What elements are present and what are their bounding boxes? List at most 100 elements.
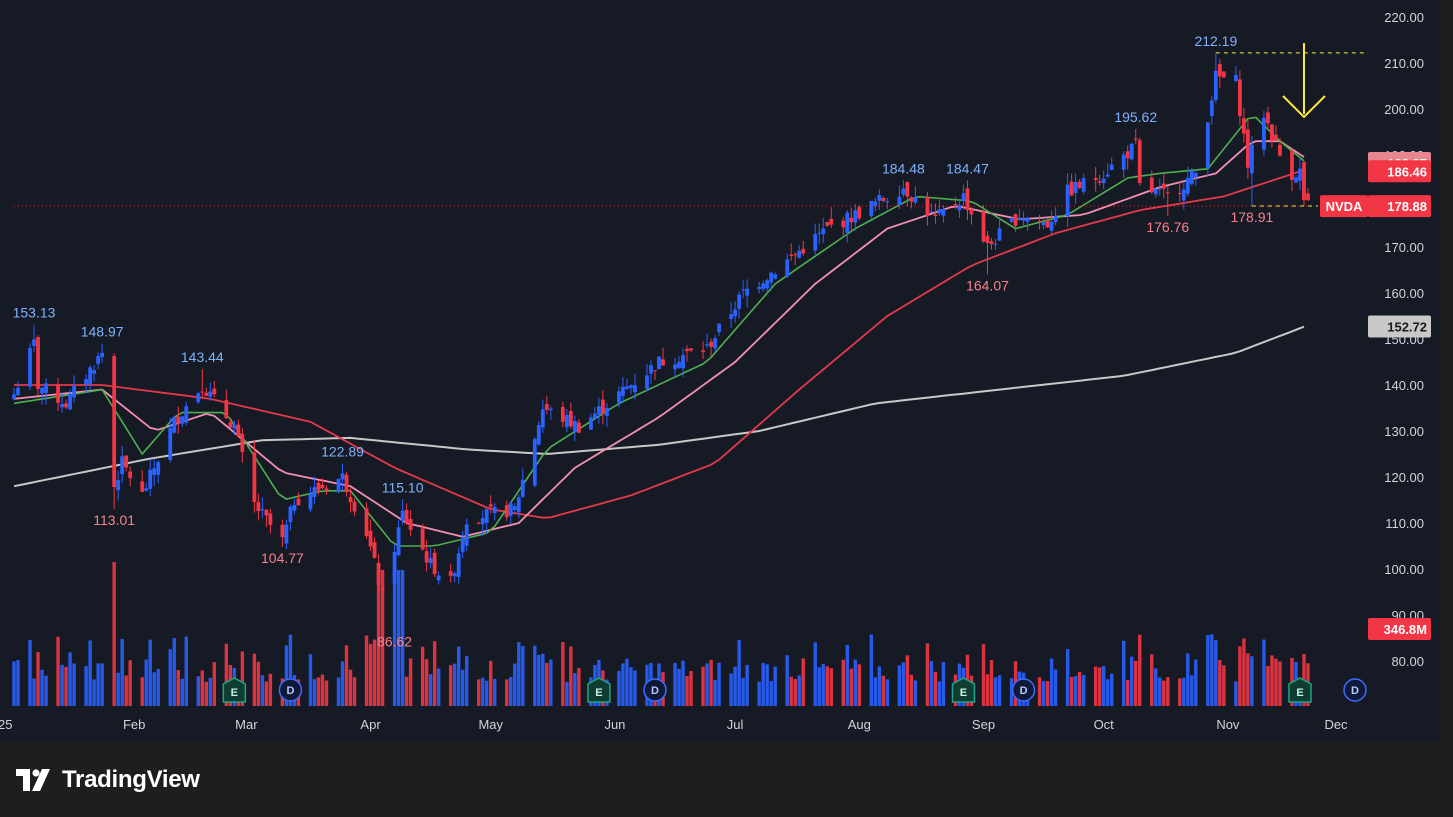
candle-body <box>965 188 970 211</box>
volume-bar <box>168 649 172 706</box>
candle-body <box>705 344 709 346</box>
candle-body <box>64 403 68 408</box>
earnings-icon-letter: E <box>960 687 967 699</box>
x-axis-label: Jun <box>604 717 625 732</box>
candle-body <box>404 509 409 524</box>
volume-bar <box>825 666 829 706</box>
volume-bar <box>12 661 16 706</box>
volume-bar <box>224 643 229 706</box>
candle-body <box>260 509 265 511</box>
candle-body <box>745 288 750 296</box>
candle-body <box>84 379 89 385</box>
earnings-icon[interactable] <box>951 677 976 703</box>
candle-body <box>172 416 177 433</box>
volume-bar <box>873 677 878 706</box>
candle-body <box>504 505 509 518</box>
dividend-icon[interactable] <box>278 678 303 702</box>
candle-body <box>993 243 998 245</box>
volume-bar <box>1194 659 1198 706</box>
candle-body <box>881 197 886 201</box>
volume-bar <box>485 680 489 706</box>
volume-bar <box>352 677 357 706</box>
volume-bar <box>717 662 721 706</box>
volume-bar <box>681 660 685 706</box>
price-chart[interactable]: 153.13 148.97 143.44 113.01 122.89 104.77 115.… <box>0 0 1441 742</box>
candle-body <box>364 508 369 537</box>
candle-body <box>120 456 125 475</box>
candle-body <box>1109 164 1114 170</box>
earnings-icon[interactable] <box>222 677 247 703</box>
candle-body <box>1209 100 1214 116</box>
candle-body <box>1290 151 1294 180</box>
candle-body <box>1137 140 1142 183</box>
earnings-icon[interactable] <box>587 677 611 703</box>
volume-bar <box>1250 656 1254 706</box>
dividend-icon-letter: D <box>1351 685 1359 697</box>
candle-body <box>1246 129 1250 168</box>
candle-body <box>845 212 850 233</box>
volume-bar <box>813 642 817 706</box>
candle-body <box>829 218 834 225</box>
candle-body <box>348 497 353 503</box>
candle-body <box>520 479 525 497</box>
volume-bar <box>981 644 986 706</box>
dividend-icon[interactable] <box>643 678 667 702</box>
candle-body <box>1233 74 1238 81</box>
volume-bar <box>200 670 204 706</box>
x-axis-label: Sep <box>972 717 995 732</box>
candle-body <box>280 524 285 538</box>
candle-body <box>152 468 157 475</box>
candle-body <box>649 365 653 374</box>
candle-body <box>12 394 16 399</box>
volume-bar <box>64 666 68 706</box>
volume-bar <box>1186 653 1190 706</box>
volume-bar <box>1105 679 1110 706</box>
volume-bar <box>1037 677 1042 706</box>
volume-bar <box>40 669 44 706</box>
volume-bar <box>44 675 48 706</box>
dividend-icon[interactable] <box>1343 678 1367 702</box>
volume-bar <box>1101 666 1106 706</box>
candle-body <box>689 348 693 351</box>
candle-body <box>625 386 629 389</box>
candle-body <box>985 235 990 243</box>
volume-bar <box>709 659 713 706</box>
candle-body <box>933 214 938 216</box>
volume-bar <box>172 638 176 706</box>
dividend-icon-letter: D <box>286 685 294 697</box>
candle-body <box>200 391 205 393</box>
candle-body <box>324 488 329 490</box>
candle-body <box>1161 183 1166 189</box>
volume-bar <box>1073 676 1078 706</box>
candle-body <box>1013 213 1018 226</box>
volume-bar <box>577 668 581 706</box>
volume-bar <box>477 679 481 706</box>
volume-bar <box>336 677 341 706</box>
candle-body <box>925 197 930 216</box>
candle-body <box>1250 144 1254 174</box>
high-label: 115.10 <box>382 480 424 496</box>
candle-body <box>368 530 373 547</box>
volume-bar <box>941 662 946 706</box>
candle-body <box>981 211 986 242</box>
earnings-icon[interactable] <box>1288 677 1312 703</box>
volume-bar <box>180 678 184 706</box>
candle-body <box>1077 181 1082 188</box>
candle-body <box>1221 71 1226 78</box>
chart-area[interactable]: 153.13 148.97 143.44 113.01 122.89 104.77 115.… <box>0 0 1441 742</box>
candle-body <box>292 504 297 511</box>
y-axis-tick: 120.00 <box>1384 470 1424 485</box>
volume-bar <box>1262 639 1266 706</box>
volume-bar <box>1097 667 1102 706</box>
dividend-icon[interactable] <box>1011 678 1036 702</box>
candle-body <box>789 254 794 257</box>
candle-body <box>512 506 517 511</box>
symbol-tag <box>1320 195 1368 218</box>
sma50-line <box>14 169 1305 519</box>
candle-body <box>308 494 313 510</box>
volume-bar <box>396 570 401 706</box>
tradingview-brand[interactable]: TradingView <box>16 764 200 796</box>
candle-body <box>1237 79 1242 117</box>
volume-bar <box>909 674 914 706</box>
volume-bar <box>533 645 537 706</box>
